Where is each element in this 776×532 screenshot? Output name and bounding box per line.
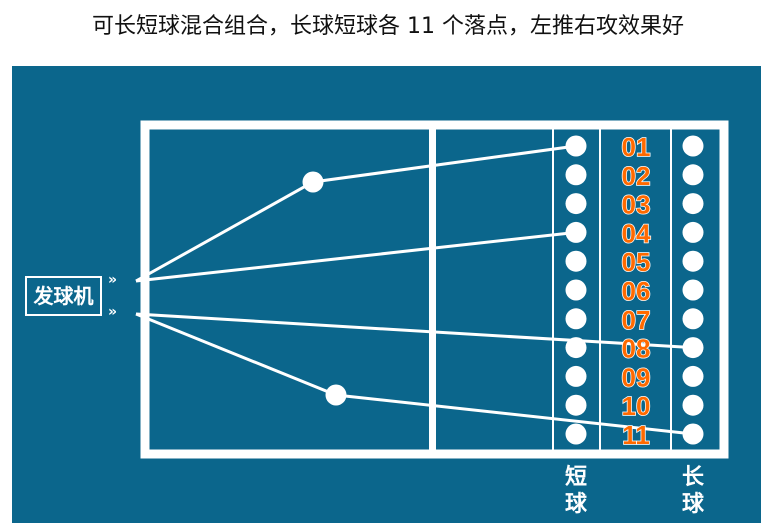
ball-trajectory [135,144,577,283]
short-landing-dot [565,193,587,215]
short-landing-dot [565,250,587,272]
long-landing-dot [682,221,704,243]
short-ball-label: 短球 [564,465,587,517]
court-border [140,120,729,459]
diagram-panel [12,66,761,523]
chevron-lower-icon: » [108,304,117,320]
diagram-title: 可长短球混合组合，长球短球各 11 个落点，左推右攻效果好 [92,14,684,39]
ball-trajectory [135,312,694,350]
short-landing-dot [565,423,587,445]
short-landing-dot [565,394,587,416]
landing-number: 01 [622,132,651,162]
ball-trajectory [135,230,577,283]
long-landing-dot [682,365,704,387]
short-landing-dot [565,164,587,186]
long-landing-dot [682,337,704,359]
short-landing-dot [565,308,587,330]
landing-number: 11 [622,420,650,450]
short-landing-dot [565,221,587,243]
landing-number: 08 [622,334,651,364]
landing-number: 05 [622,247,651,277]
landing-number: 02 [622,161,651,191]
mid-court-ball [325,384,347,406]
landing-number: 04 [622,218,651,248]
landing-number: 06 [622,276,651,306]
long-landing-dot [682,394,704,416]
long-landing-dot [682,164,704,186]
long-landing-dot [682,279,704,301]
landing-number: 07 [622,305,651,335]
long-ball-label: 长球 [681,465,704,517]
center-line [429,129,436,450]
long-landing-dot [682,423,704,445]
short-landing-dot [565,365,587,387]
mid-court-ball [302,171,324,193]
short-landing-dot [565,135,587,157]
chevron-upper-icon: » [108,272,117,288]
short-landing-dot [565,279,587,301]
landing-number: 10 [622,391,651,421]
landing-number: 09 [622,362,651,392]
long-landing-dot [682,135,704,157]
ball-machine-label: 发球机 [25,276,102,316]
long-landing-dot [682,250,704,272]
short-landing-dot [565,337,587,359]
long-landing-dot [682,308,704,330]
long-landing-dot [682,193,704,215]
landing-number: 03 [622,190,651,220]
